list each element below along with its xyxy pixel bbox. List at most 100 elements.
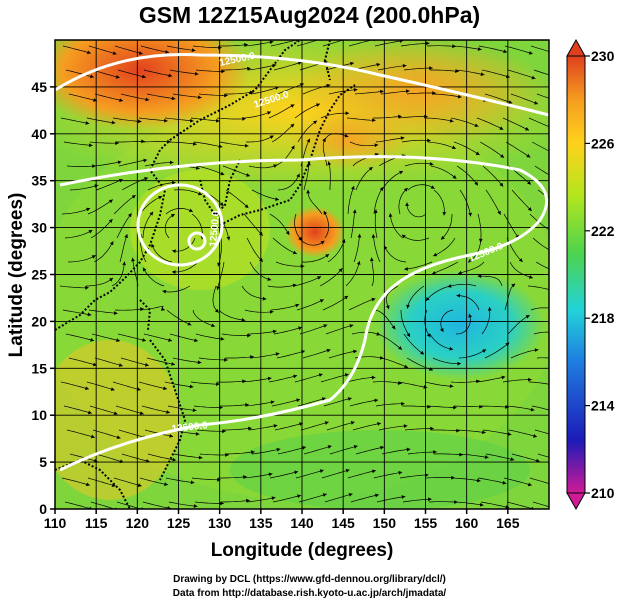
streamline <box>268 104 295 119</box>
streamline <box>248 164 278 169</box>
streamline-arrow <box>518 258 523 262</box>
streamline-arrow <box>320 240 325 245</box>
streamline-arrow <box>405 89 410 94</box>
streamline-arrow <box>508 100 513 104</box>
x-tick-label: 155 <box>414 515 438 531</box>
streamline-arrow <box>94 184 99 188</box>
streamline-arrow <box>246 173 250 177</box>
heatmap-region <box>55 40 250 130</box>
streamline <box>406 285 425 309</box>
streamline-arrow <box>151 243 155 248</box>
streamline-arrow <box>119 459 124 464</box>
streamline <box>166 45 196 51</box>
streamline <box>373 186 384 215</box>
streamline <box>376 496 406 503</box>
streamline <box>536 93 549 99</box>
streamline <box>116 212 132 239</box>
streamline <box>504 45 533 55</box>
streamline-arrow <box>557 507 561 511</box>
streamline-arrow <box>468 258 473 263</box>
streamline <box>61 477 90 486</box>
streamline-arrow <box>327 445 332 449</box>
streamline <box>115 405 144 415</box>
streamline-arrow <box>115 75 120 79</box>
streamline <box>118 429 147 439</box>
streamline-arrow <box>501 375 506 380</box>
streamline-arrow <box>137 119 142 124</box>
streamline-arrow <box>296 173 300 178</box>
streamline-arrow <box>430 426 434 431</box>
streamline-arrow <box>449 384 454 389</box>
streamline <box>219 141 249 147</box>
streamline-arrow <box>484 455 489 459</box>
streamline-arrow <box>144 177 149 181</box>
streamline-arrow <box>405 202 409 207</box>
streamline-arrow <box>171 362 176 366</box>
streamline-arrow <box>475 379 480 384</box>
streamline-arrow <box>163 118 168 123</box>
streamline-arrow <box>457 361 461 366</box>
streamline-arrow <box>323 210 328 215</box>
streamline-arrow <box>341 239 346 244</box>
streamline-arrow <box>425 296 430 301</box>
streamline-arrow <box>479 502 484 507</box>
streamline <box>452 45 482 50</box>
streamline <box>511 453 540 462</box>
streamline <box>142 501 172 509</box>
streamline <box>381 170 404 191</box>
contour-line <box>59 155 549 472</box>
streamline-arrow <box>87 410 92 415</box>
y-tick-label: 30 <box>31 220 47 236</box>
streamline <box>191 477 221 481</box>
streamline-arrow <box>169 160 174 165</box>
streamline <box>407 451 437 455</box>
streamline-arrow <box>131 195 136 199</box>
streamline <box>481 69 510 78</box>
streamline <box>294 103 321 119</box>
streamline <box>459 453 489 459</box>
streamline-arrow <box>447 284 452 288</box>
streamline <box>477 275 503 287</box>
streamline <box>61 207 91 215</box>
streamline <box>66 429 95 438</box>
streamline <box>536 357 549 359</box>
streamline <box>485 453 515 461</box>
streamline <box>375 403 405 407</box>
streamline <box>294 373 323 383</box>
streamline <box>94 93 124 102</box>
streamline-arrow <box>429 161 434 166</box>
streamline-arrow <box>90 434 95 439</box>
streamline <box>479 141 505 158</box>
streamline <box>169 69 199 75</box>
streamline-arrow <box>555 52 559 56</box>
y-tick-label: 35 <box>31 173 47 189</box>
streamline-arrow <box>551 126 555 130</box>
streamline <box>455 313 471 335</box>
streamline <box>377 65 407 71</box>
streamline-arrow <box>274 86 279 90</box>
streamline <box>196 165 225 176</box>
streamline <box>455 69 485 76</box>
streamline-arrow <box>217 477 221 482</box>
streamline <box>505 405 535 411</box>
streamline <box>192 309 216 327</box>
streamline <box>323 133 349 143</box>
streamline-arrow <box>528 275 533 279</box>
streamline <box>168 501 198 507</box>
streamline-arrow <box>119 98 123 102</box>
streamline-arrow <box>296 398 301 403</box>
streamline <box>270 304 300 311</box>
streamline-arrow <box>138 51 143 55</box>
streamline-arrow <box>299 83 304 87</box>
streamline <box>116 140 145 143</box>
streamline <box>297 120 318 143</box>
y-tick-label: 45 <box>31 79 47 95</box>
streamline-arrow <box>214 308 219 313</box>
streamline-arrow <box>357 233 362 238</box>
x-tick-label: 110 <box>44 515 67 531</box>
streamline-arrow <box>474 123 479 128</box>
streamline <box>173 189 203 196</box>
streamline <box>454 501 484 506</box>
colorbar-tick-label: 218 <box>591 310 615 326</box>
streamline <box>328 350 357 359</box>
